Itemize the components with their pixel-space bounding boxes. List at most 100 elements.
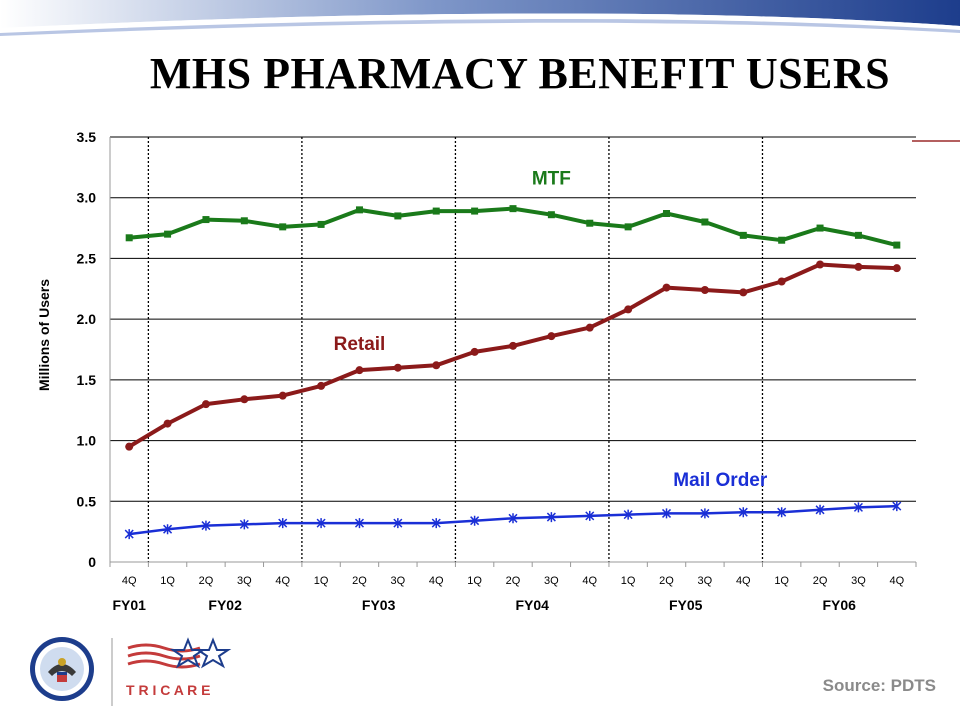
data-point xyxy=(854,262,863,271)
data-point xyxy=(354,518,365,529)
data-point xyxy=(125,234,133,242)
data-point xyxy=(240,217,248,225)
data-point xyxy=(701,218,709,226)
x-tick-label: 1Q xyxy=(774,575,789,587)
tricare-text: T R I C A R E xyxy=(126,682,211,698)
data-point xyxy=(431,518,441,529)
data-point xyxy=(661,508,672,519)
x-tick-label: 4Q xyxy=(889,575,904,587)
x-tick-label: 4Q xyxy=(582,575,597,587)
data-point xyxy=(125,442,134,451)
data-point xyxy=(586,219,594,227)
fiscal-year-label: FY01 xyxy=(112,597,146,613)
data-point xyxy=(163,419,172,428)
y-tick-label: 2.5 xyxy=(77,250,97,266)
data-point xyxy=(662,283,671,292)
series-line xyxy=(128,262,897,449)
data-point xyxy=(394,212,402,220)
data-point xyxy=(124,529,134,540)
data-point xyxy=(278,518,288,529)
data-point xyxy=(432,361,441,370)
data-point xyxy=(853,502,863,513)
x-tick-label: 3Q xyxy=(237,575,252,587)
x-tick-label: 1Q xyxy=(314,575,329,587)
data-point xyxy=(202,216,210,224)
data-point xyxy=(815,504,825,515)
data-point xyxy=(393,363,402,372)
x-tick-label: 3Q xyxy=(391,575,406,587)
series-mtf xyxy=(125,205,901,249)
data-point xyxy=(854,231,862,239)
data-point xyxy=(663,210,671,217)
data-point xyxy=(739,231,747,239)
fiscal-year-label: FY05 xyxy=(669,597,703,613)
data-point xyxy=(739,288,748,297)
y-tick-label: 0.5 xyxy=(77,493,97,509)
department-of-defense-seal-icon xyxy=(30,637,94,701)
data-point xyxy=(163,524,173,535)
data-point xyxy=(317,220,325,228)
y-tick-label: 3.0 xyxy=(77,190,97,206)
data-point xyxy=(777,507,787,518)
x-tick-label: 3Q xyxy=(851,575,866,587)
y-tick-label: 2.0 xyxy=(77,311,97,327)
data-point xyxy=(546,512,556,523)
x-tick-label: 4Q xyxy=(736,575,751,587)
x-tick-label: 1Q xyxy=(621,575,636,587)
series-mail-order xyxy=(124,501,902,540)
fiscal-year-label: FY04 xyxy=(515,597,549,613)
source-note: Source: PDTS xyxy=(822,676,936,695)
data-point xyxy=(201,400,210,409)
data-point xyxy=(777,277,786,286)
data-point xyxy=(279,223,287,231)
data-point xyxy=(700,508,710,519)
data-point xyxy=(471,207,479,215)
x-tick-label: 3Q xyxy=(698,575,713,587)
page-title: MHS PHARMACY BENEFIT USERS xyxy=(149,49,891,98)
data-point xyxy=(509,205,517,213)
x-tick-label: 2Q xyxy=(813,575,828,587)
data-point xyxy=(508,513,518,524)
x-tick-label: 2Q xyxy=(506,575,521,587)
data-point xyxy=(816,260,825,269)
data-point xyxy=(316,518,326,529)
x-tick-label: 1Q xyxy=(160,575,175,587)
data-point xyxy=(778,236,786,244)
x-tick-label: 1Q xyxy=(467,575,482,587)
data-point xyxy=(164,230,172,238)
series-retail xyxy=(125,260,901,451)
logo-area: T R I C A R E xyxy=(30,637,232,706)
data-point xyxy=(892,264,901,273)
x-tick-label: 4Q xyxy=(429,575,444,587)
data-point xyxy=(470,347,479,356)
data-point xyxy=(355,366,364,375)
fiscal-year-label: FY03 xyxy=(362,597,396,613)
y-tick-label: 3.5 xyxy=(77,129,97,145)
data-point xyxy=(432,207,440,215)
data-point xyxy=(623,509,633,520)
series-label: Mail Order xyxy=(673,470,768,491)
data-point xyxy=(393,518,403,529)
data-point xyxy=(893,241,901,249)
series-label: Retail xyxy=(334,334,386,355)
y-tick-label: 1.0 xyxy=(77,433,97,449)
data-point xyxy=(278,391,287,400)
data-point xyxy=(470,515,480,526)
data-point xyxy=(239,519,249,530)
x-tick-label: 3Q xyxy=(544,575,559,587)
data-point xyxy=(892,501,902,512)
data-point xyxy=(738,507,748,518)
header-banner xyxy=(0,0,960,36)
series-label: MTF xyxy=(532,169,571,190)
data-point xyxy=(509,341,517,350)
data-point xyxy=(547,332,556,341)
x-tick-label: 4Q xyxy=(122,575,137,587)
data-point xyxy=(240,395,249,404)
y-tick-label: 1.5 xyxy=(77,372,97,388)
y-axis-label: Millions of Users xyxy=(36,278,52,392)
data-point xyxy=(585,323,594,332)
data-point xyxy=(700,286,709,294)
fiscal-year-label: FY06 xyxy=(823,597,857,613)
y-tick-label: 0 xyxy=(88,554,96,570)
